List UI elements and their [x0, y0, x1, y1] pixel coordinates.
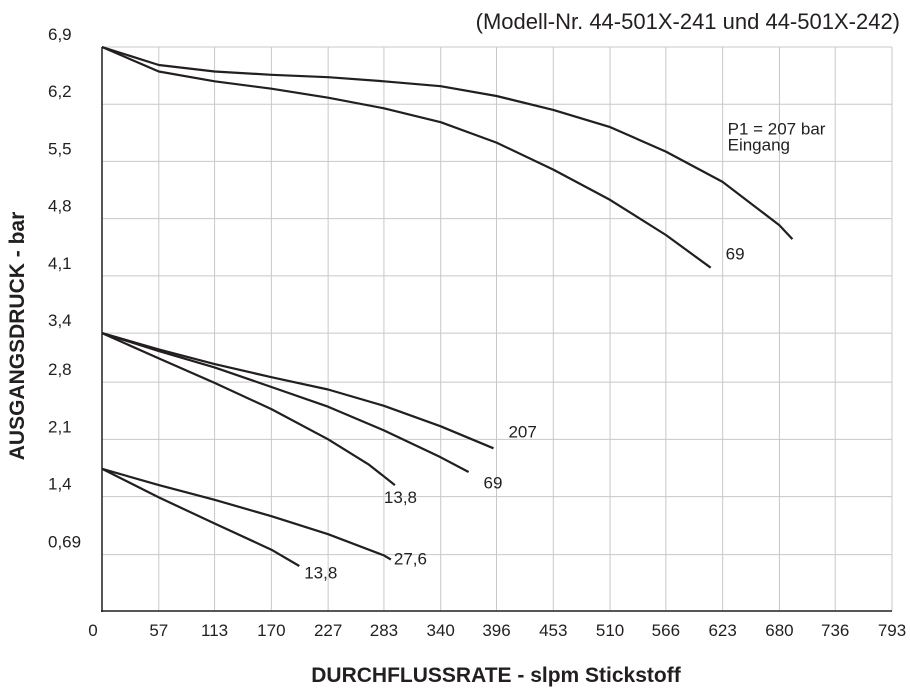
x-tick-label: 170 [257, 621, 285, 640]
x-tick-label: 453 [539, 621, 567, 640]
series-line [101, 467, 392, 561]
x-tick-label: 0 [88, 621, 97, 640]
chart-subtitle: (Modell-Nr. 44-501X-241 und 44-501X-242) [475, 9, 900, 34]
series-line [101, 467, 300, 567]
x-tick-label: 793 [878, 621, 906, 640]
annotation-label: 207 [508, 423, 536, 442]
x-tick-label: 113 [201, 621, 228, 640]
x-tick-label: 566 [652, 621, 680, 640]
y-tick-label: 0,69 [48, 533, 81, 552]
annotation-label: Eingang [728, 135, 790, 154]
series-line [101, 45, 712, 269]
y-tick-label: 4,8 [48, 197, 72, 216]
x-tick-label: 510 [596, 621, 624, 640]
y-tick-label: 6,2 [48, 82, 72, 101]
annotation-label: 69 [726, 245, 745, 264]
y-tick-label: 3,4 [48, 311, 72, 330]
x-tick-label: 57 [149, 621, 168, 640]
annotation-label: 13,8 [304, 563, 337, 582]
x-tick-label: 340 [427, 621, 455, 640]
x-tick-label: 623 [708, 621, 736, 640]
x-tick-label: 736 [821, 621, 849, 640]
y-tick-label: 6,9 [48, 25, 72, 44]
annotation-label: 13,8 [384, 488, 417, 507]
x-tick-label: 396 [482, 621, 510, 640]
series-line [101, 332, 470, 473]
series-line [101, 332, 396, 486]
x-tick-label: 283 [370, 621, 398, 640]
annotation-label: P1 = 207 bar [728, 119, 826, 138]
y-tick-label: 2,1 [48, 417, 72, 436]
y-tick-label: 5,5 [48, 139, 72, 158]
y-tick-label: 1,4 [48, 475, 72, 494]
x-tick-label: 227 [314, 621, 342, 640]
series-line [101, 332, 494, 450]
series-line [101, 45, 794, 240]
y-axis-label: AUSGANGSDRUCK - bar [6, 211, 29, 461]
y-tick-label: 4,1 [48, 254, 72, 273]
annotation-label: 69 [484, 473, 503, 492]
annotation-label: 27,6 [394, 549, 427, 568]
x-tick-label: 680 [765, 621, 793, 640]
x-axis-label: DURCHFLUSSRATE - slpm Stickstoff [311, 664, 681, 687]
y-tick-label: 2,8 [48, 360, 72, 379]
